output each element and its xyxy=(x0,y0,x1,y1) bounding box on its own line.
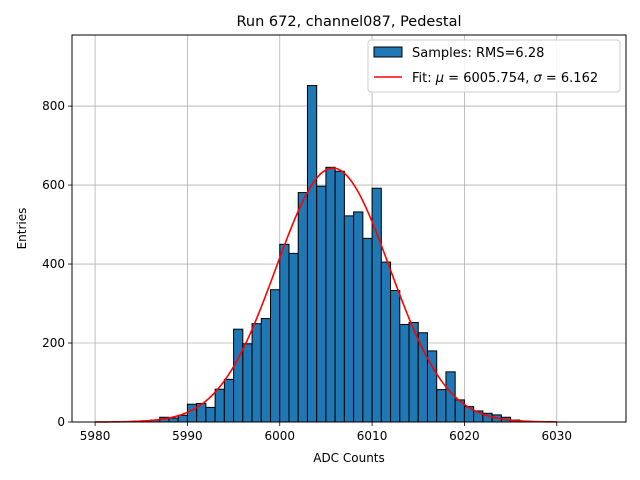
histogram-bar xyxy=(362,237,373,423)
histogram-bar xyxy=(279,243,290,423)
histogram-bar xyxy=(223,378,235,423)
histogram-bar xyxy=(260,318,272,423)
histogram-bar xyxy=(380,261,392,423)
x-tick-label: 5990 xyxy=(172,429,203,443)
histogram-bar xyxy=(205,406,216,423)
x-tick-label: 6000 xyxy=(264,429,295,443)
histogram-bar xyxy=(233,328,244,423)
legend-label-samples: Samples: RMS=6.28 xyxy=(412,46,544,61)
x-tick-label: 6020 xyxy=(449,429,480,443)
histogram-bar xyxy=(288,252,299,423)
legend-fit-sigma-symbol: σ xyxy=(534,71,543,86)
histogram-bar xyxy=(186,403,198,423)
legend-fit-mu-symbol: μ xyxy=(435,71,444,86)
histogram-bar xyxy=(251,323,262,423)
x-tick-label: 5980 xyxy=(80,429,111,443)
x-axis-ticks: 5980 5990 6000 6010 6020 6030 xyxy=(80,422,572,443)
histogram-bar xyxy=(325,166,336,423)
y-tick-label: 600 xyxy=(42,178,65,192)
histogram-bar xyxy=(168,417,179,423)
histogram-bar xyxy=(445,371,456,423)
plot-frame xyxy=(71,34,627,423)
y-tick-label: 800 xyxy=(42,99,65,113)
histogram-bar xyxy=(343,215,355,423)
legend-fit-prefix: Fit: xyxy=(412,71,436,86)
legend-label-fit: Fit: μ = 6005.754, σ = 6.162 xyxy=(412,71,598,86)
chart-title: Run 672, channel087, Pedestal xyxy=(236,14,461,30)
y-axis-label: Entries xyxy=(15,208,29,250)
legend-box xyxy=(367,39,621,93)
histogram-bar xyxy=(270,289,281,423)
histogram-bar xyxy=(177,414,188,423)
histogram-bar xyxy=(306,85,318,423)
histogram-bar xyxy=(417,332,428,423)
histogram-bar xyxy=(436,389,447,423)
histogram-bar xyxy=(399,323,410,423)
histogram-bar xyxy=(334,170,345,423)
histogram-bar xyxy=(390,289,401,423)
histogram-bar xyxy=(316,185,327,423)
legend: Samples: RMS=6.28 Fit: μ = 6005.754, σ =… xyxy=(367,39,621,93)
x-tick-label: 6010 xyxy=(357,429,388,443)
gaussian-fit-curve xyxy=(95,167,557,423)
legend-swatch-samples xyxy=(373,46,403,58)
x-axis-label: ADC Counts xyxy=(313,451,385,465)
y-tick-label: 200 xyxy=(42,336,65,350)
legend-fit-mu-value: = 6005.754, xyxy=(444,71,533,86)
y-tick-label: 400 xyxy=(42,257,65,271)
histogram-bar xyxy=(297,192,308,423)
histogram-bar xyxy=(214,388,225,423)
y-axis-ticks: 0 200 400 600 800 xyxy=(42,99,72,429)
x-tick-label: 6030 xyxy=(541,429,572,443)
histogram-bar xyxy=(353,211,364,423)
legend-fit-sigma-value: = 6.162 xyxy=(542,71,598,86)
y-tick-label: 0 xyxy=(57,415,65,429)
histogram-bar xyxy=(242,343,253,423)
